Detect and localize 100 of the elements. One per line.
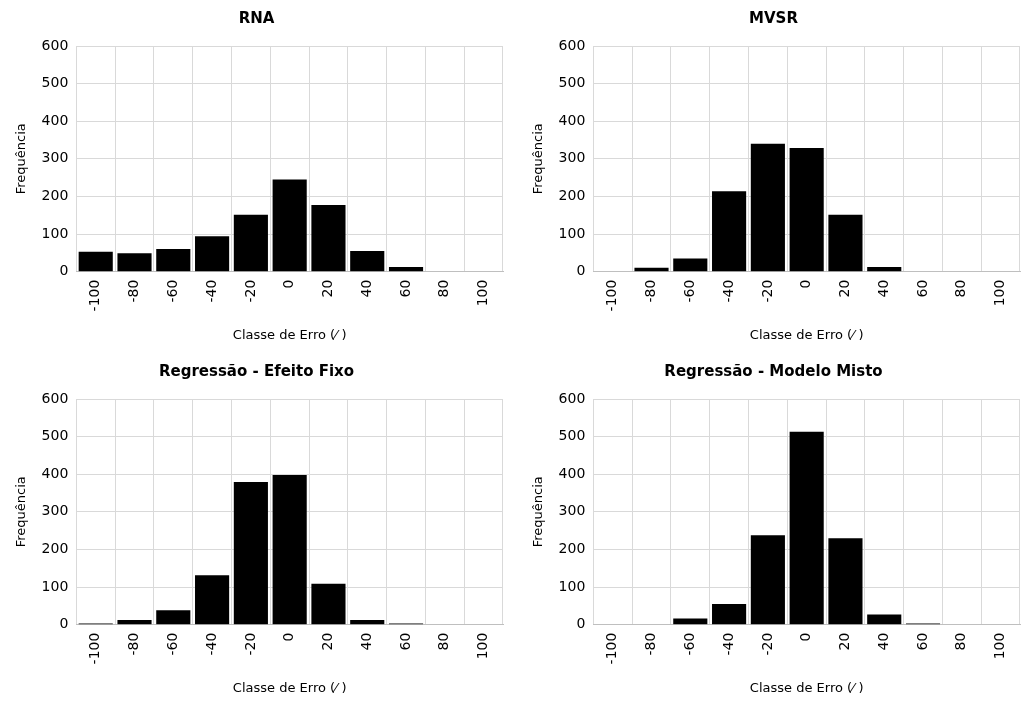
- x-tick-label: -40: [719, 279, 736, 303]
- x-tick-label: -100: [603, 632, 620, 665]
- bar: [828, 538, 863, 625]
- bar: [272, 474, 307, 625]
- y-tick-label: 600: [41, 36, 69, 53]
- y-tick-label: 200: [41, 187, 69, 204]
- bar: [867, 267, 902, 272]
- bar: [78, 251, 113, 272]
- x-axis-title: Classe de Erro (⁄ ): [232, 679, 347, 695]
- x-tick-label: -60: [163, 279, 180, 303]
- x-tick-label: 80: [435, 279, 452, 298]
- y-tick-label: 500: [41, 427, 69, 444]
- y-tick-label: 300: [558, 502, 586, 519]
- y-tick-label: 100: [558, 577, 586, 594]
- x-tick-label: 60: [913, 632, 930, 651]
- bar: [673, 618, 708, 625]
- y-tick-label: 500: [558, 74, 586, 91]
- bar: [673, 258, 708, 272]
- bar: [828, 214, 863, 272]
- bar: [117, 253, 152, 272]
- x-tick-label: 80: [952, 632, 969, 651]
- y-tick-label: 200: [558, 187, 586, 204]
- x-tick-label: 80: [952, 279, 969, 298]
- x-tick-label: 100: [474, 632, 491, 660]
- y-tick-label: 500: [558, 427, 586, 444]
- y-tick-label: 600: [558, 389, 586, 406]
- x-tick-label: 60: [396, 279, 413, 298]
- x-tick-label: -40: [202, 632, 219, 656]
- bar: [712, 603, 747, 625]
- bar: [750, 143, 785, 272]
- x-tick-label: -80: [642, 279, 659, 303]
- y-tick-label: 400: [558, 111, 586, 128]
- x-tick-label: -60: [680, 279, 697, 303]
- bar: [867, 614, 902, 625]
- bar: [789, 431, 824, 625]
- x-tick-label: 40: [357, 632, 374, 651]
- x-tick-label: 0: [280, 279, 297, 289]
- bar: [156, 610, 191, 625]
- y-axis-title: Frequência: [530, 476, 546, 548]
- x-tick-label: -80: [125, 279, 142, 303]
- y-tick-label: 500: [41, 74, 69, 91]
- y-tick-label: 200: [558, 540, 586, 557]
- bar: [750, 535, 785, 625]
- x-axis-title: Classe de Erro (⁄ ): [749, 326, 864, 342]
- x-tick-label: -60: [163, 632, 180, 656]
- x-tick-label: -100: [86, 632, 103, 665]
- x-tick-label: -20: [758, 632, 775, 656]
- x-tick-label: -40: [719, 632, 736, 656]
- x-tick-label: 20: [319, 279, 336, 298]
- y-axis-title: Frequência: [530, 123, 546, 195]
- bar: [195, 575, 230, 625]
- chart-title: Regressão - Efeito Fixo: [158, 361, 355, 380]
- bar: [789, 147, 824, 272]
- x-tick-label: -100: [86, 279, 103, 312]
- x-tick-label: 20: [319, 632, 336, 651]
- y-tick-label: 400: [558, 464, 586, 481]
- x-tick-label: -80: [642, 632, 659, 656]
- y-tick-label: 200: [41, 540, 69, 557]
- x-tick-label: -60: [680, 632, 697, 656]
- bar: [350, 620, 385, 625]
- y-tick-label: 100: [41, 224, 69, 241]
- x-axis-title: Classe de Erro (⁄ ): [749, 679, 864, 695]
- x-tick-label: 20: [836, 632, 853, 651]
- bar: [272, 179, 307, 272]
- x-tick-label: 0: [280, 632, 297, 642]
- x-tick-label: -100: [603, 279, 620, 312]
- x-tick-label: 100: [991, 632, 1008, 660]
- x-tick-label: 0: [797, 632, 814, 642]
- x-tick-label: 100: [991, 279, 1008, 307]
- x-tick-label: -40: [202, 279, 219, 303]
- x-tick-label: 0: [797, 279, 814, 289]
- y-tick-label: 300: [558, 149, 586, 166]
- x-tick-label: 40: [874, 632, 891, 651]
- x-tick-label: -20: [241, 279, 258, 303]
- y-tick-label: 300: [41, 149, 69, 166]
- x-tick-label: 60: [396, 632, 413, 651]
- chart-title: Regressão - Modelo Misto: [664, 361, 883, 380]
- x-tick-label: 60: [913, 279, 930, 298]
- y-tick-label: 300: [41, 502, 69, 519]
- x-tick-label: 40: [874, 279, 891, 298]
- bar: [388, 267, 424, 272]
- bar: [195, 236, 230, 272]
- bar: [350, 250, 385, 272]
- y-axis-title: Frequência: [13, 476, 29, 548]
- y-tick-label: 600: [558, 36, 586, 53]
- bar: [156, 249, 191, 272]
- bar: [634, 267, 669, 272]
- y-axis-title: Frequência: [13, 123, 29, 195]
- chart-title: RNA: [238, 8, 275, 27]
- chart-title: MVSR: [749, 8, 799, 27]
- bar: [233, 482, 268, 625]
- x-tick-label: 100: [474, 279, 491, 307]
- y-tick-label: 400: [41, 464, 69, 481]
- bar: [117, 620, 152, 625]
- bar: [712, 191, 747, 272]
- x-tick-label: -20: [758, 279, 775, 303]
- bar: [311, 205, 346, 272]
- x-tick-label: 40: [357, 279, 374, 298]
- y-tick-label: 100: [558, 224, 586, 241]
- x-tick-label: 20: [836, 279, 853, 298]
